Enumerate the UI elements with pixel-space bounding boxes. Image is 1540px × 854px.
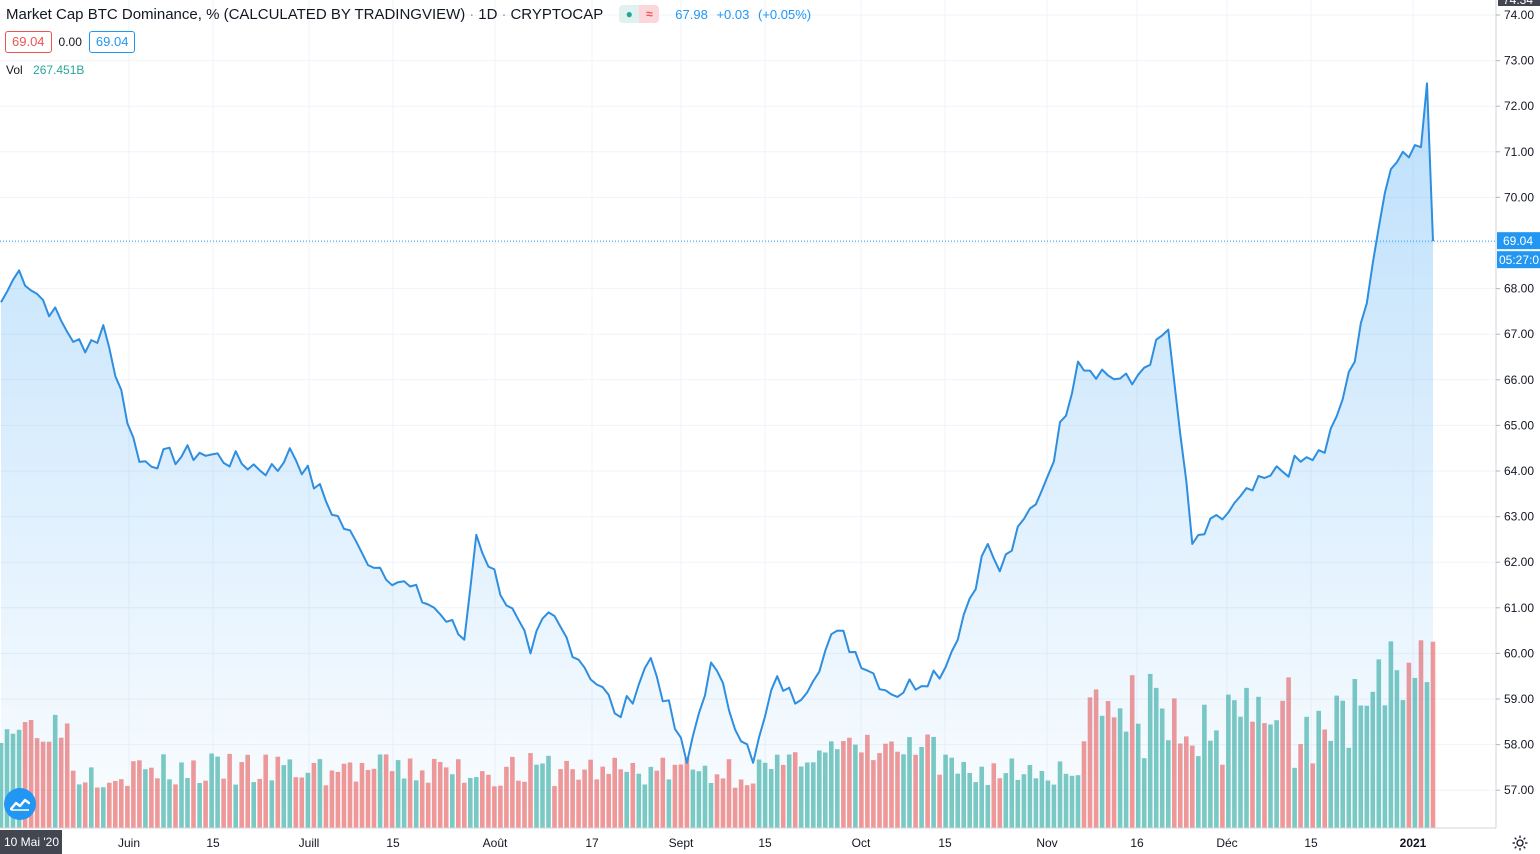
close-value-box[interactable]: 69.04 (88, 31, 136, 53)
time-axis[interactable]: Juin 15 Juill 15 Août 17 Sept 15 Oct 15 Nov 16 Déc 15… (0, 827, 1496, 854)
time-tick-label: Sept (669, 836, 694, 850)
time-tick-label: 16 (1130, 836, 1144, 850)
chart-header: Market Cap BTC Dominance, % (CALCULATED … (6, 5, 816, 23)
time-tick-label: Juin (118, 836, 140, 850)
volume-label: Vol (6, 63, 23, 77)
time-tick-label: 2021 (1400, 836, 1427, 850)
time-tick-label: 17 (585, 836, 599, 850)
price-tick-label: 71.00 (1504, 145, 1534, 159)
last-price-change: 67.98 +0.03 (+0.05%) (675, 7, 816, 22)
price-tick-label: 64.00 (1504, 464, 1534, 478)
time-axis-bg (0, 829, 1496, 854)
price-tick-label: 59.00 (1504, 692, 1534, 706)
price-tick-label: 68.00 (1504, 282, 1534, 296)
price-tick-label: 73.00 (1504, 54, 1534, 68)
separator-dot: · (501, 5, 507, 23)
price-area-fill (1, 83, 1433, 828)
legend-values: 69.04 0.00 69.04 (5, 31, 136, 53)
start-date-label: 10 Mai '20 (4, 835, 59, 849)
price-tick-label: 57.00 (1504, 783, 1534, 797)
open-value-box[interactable]: 69.04 (5, 31, 52, 53)
symbol-title[interactable]: Market Cap BTC Dominance, % (CALCULATED … (6, 5, 466, 23)
last-value: 67.98 (675, 6, 708, 22)
current-price-label: 69.04 (1503, 234, 1533, 248)
top-price-label-bg (1498, 0, 1540, 6)
change-value: +0.03 (716, 6, 750, 22)
time-tick-label: 15 (206, 836, 220, 850)
price-tick-label: 58.00 (1504, 738, 1534, 752)
separator-dot: · (469, 5, 475, 23)
price-tick-label: 74.00 (1504, 8, 1534, 22)
price-tick-label: 70.00 (1504, 190, 1534, 204)
top-price-label: 74.34 (1503, 0, 1533, 7)
time-tick-label: Juill (299, 836, 320, 850)
countdown-label: 05:27:0 (1499, 253, 1539, 267)
time-tick-label: 15 (386, 836, 400, 850)
price-tick-label: 67.00 (1504, 327, 1534, 341)
price-tick-label: 66.00 (1504, 373, 1534, 387)
price-tick-label: 62.00 (1504, 555, 1534, 569)
gear-icon[interactable] (1511, 834, 1529, 852)
price-axis[interactable]: 74.00 73.00 72.00 71.00 70.00 68.00 67.00 66.00… (1495, 0, 1540, 828)
delayed-data-icon: ≈ (639, 5, 660, 23)
diff-value: 0.00 (58, 35, 82, 49)
price-line (0, 82, 1434, 764)
status-dot-icon: ● (619, 5, 640, 23)
countdown-label-bg (1497, 251, 1540, 269)
change-percent: (+0.05%) (757, 6, 812, 22)
volume-value: 267.451B (33, 63, 85, 77)
time-tick-label: Août (483, 836, 508, 850)
tradingview-logo-icon[interactable] (4, 788, 36, 820)
price-tick-label: 61.00 (1504, 601, 1534, 615)
current-price-label-bg (1497, 232, 1540, 250)
time-tick-label: 15 (758, 836, 772, 850)
time-tick-label: Déc (1216, 836, 1237, 850)
exchange-label: CRYPTOCAP (510, 5, 604, 23)
price-tick-label: 63.00 (1504, 510, 1534, 524)
volume-legend: Vol 267.451B (6, 63, 84, 77)
time-tick-label: Nov (1036, 836, 1057, 850)
price-tick-label: 60.00 (1504, 646, 1534, 660)
time-tick-label: 15 (938, 836, 952, 850)
price-tick-label: 72.00 (1504, 99, 1534, 113)
time-tick-label: 15 (1304, 836, 1318, 850)
interval-label[interactable]: 1D (478, 5, 498, 23)
time-tick-label: Oct (852, 836, 871, 850)
start-date-label-bg (0, 830, 62, 854)
price-tick-label: 65.00 (1504, 418, 1534, 432)
market-status[interactable]: ● ≈ (619, 5, 660, 23)
